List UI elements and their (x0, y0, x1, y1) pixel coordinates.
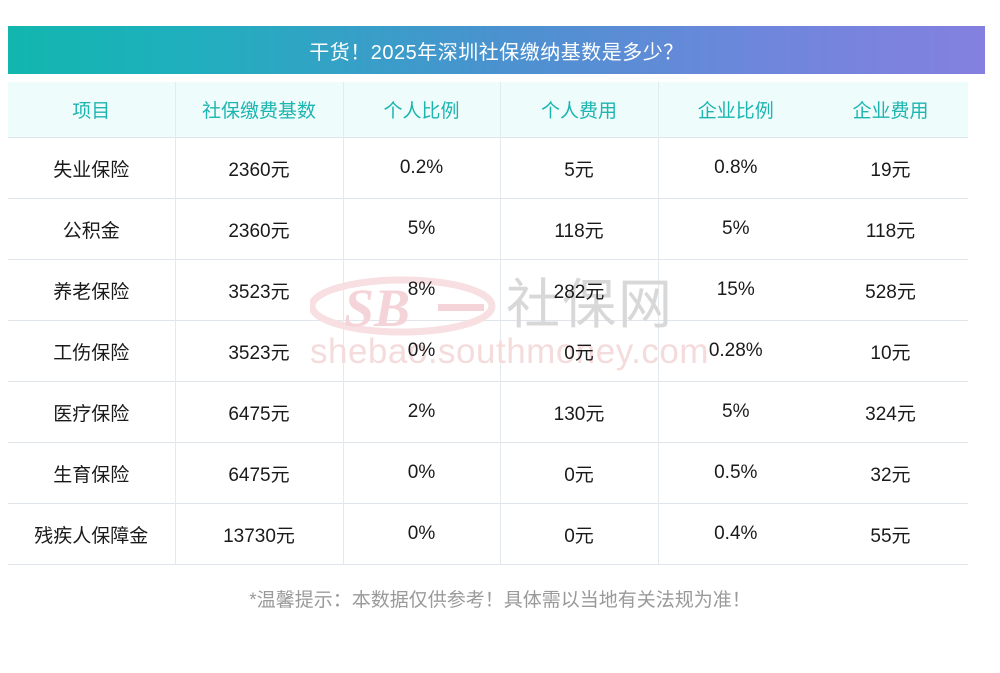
table-row: 残疾人保障金 13730元 0% 0元 0.4% 55元 (8, 503, 968, 565)
cell-company-rate: 15% (658, 259, 813, 321)
cell-base: 2360元 (175, 137, 344, 199)
cell-personal-rate: 5% (343, 198, 501, 260)
table-header: 项目 社保缴费基数 个人比例 个人费用 企业比例 企业费用 (8, 82, 968, 138)
cell-personal-rate: 2% (343, 381, 501, 443)
table-row: 失业保险 2360元 0.2% 5元 0.8% 19元 (8, 137, 968, 199)
social-insurance-table: 项目 社保缴费基数 个人比例 个人费用 企业比例 企业费用 失业保险 2360元… (8, 82, 968, 565)
cell-base: 6475元 (175, 381, 344, 443)
footer-note: *温馨提示：本数据仅供参考！具体需以当地有关法规为准！ (249, 590, 751, 611)
cell-company-fee: 324元 (813, 381, 968, 443)
column-header-personal-rate: 个人比例 (343, 82, 501, 138)
cell-company-rate: 0.28% (658, 320, 813, 382)
cell-personal-rate: 8% (343, 259, 501, 321)
cell-company-fee: 10元 (813, 320, 968, 382)
cell-personal-fee: 0元 (500, 320, 659, 382)
column-header-item: 项目 (8, 82, 176, 138)
cell-company-fee: 118元 (813, 198, 968, 260)
cell-base: 2360元 (175, 198, 344, 260)
cell-item: 残疾人保障金 (8, 503, 176, 565)
cell-item: 工伤保险 (8, 320, 176, 382)
column-header-base: 社保缴费基数 (175, 82, 344, 138)
cell-company-fee: 32元 (813, 442, 968, 504)
cell-personal-rate: 0.2% (343, 137, 501, 199)
table-body: 失业保险 2360元 0.2% 5元 0.8% 19元 公积金 2360元 5%… (8, 137, 968, 565)
cell-personal-rate: 0% (343, 442, 501, 504)
social-insurance-table-wrapper: 项目 社保缴费基数 个人比例 个人费用 企业比例 企业费用 失业保险 2360元… (8, 82, 985, 565)
cell-company-rate: 0.4% (658, 503, 813, 565)
cell-item: 公积金 (8, 198, 176, 260)
cell-item: 养老保险 (8, 259, 176, 321)
cell-company-fee: 55元 (813, 503, 968, 565)
cell-base: 6475元 (175, 442, 344, 504)
cell-company-fee: 528元 (813, 259, 968, 321)
cell-personal-rate: 0% (343, 503, 501, 565)
cell-item: 生育保险 (8, 442, 176, 504)
title-banner: 干货！2025年深圳社保缴纳基数是多少？ (8, 26, 985, 74)
table-header-row: 项目 社保缴费基数 个人比例 个人费用 企业比例 企业费用 (8, 82, 968, 138)
cell-base: 3523元 (175, 320, 344, 382)
cell-base: 3523元 (175, 259, 344, 321)
cell-item: 医疗保险 (8, 381, 176, 443)
table-row: 生育保险 6475元 0% 0元 0.5% 32元 (8, 442, 968, 504)
cell-company-rate: 0.5% (658, 442, 813, 504)
cell-personal-fee: 130元 (500, 381, 659, 443)
cell-personal-fee: 282元 (500, 259, 659, 321)
column-header-company-fee: 企业费用 (813, 82, 968, 138)
cell-company-rate: 0.8% (658, 137, 813, 199)
cell-company-rate: 5% (658, 381, 813, 443)
cell-base: 13730元 (175, 503, 344, 565)
page-title: 干货！2025年深圳社保缴纳基数是多少？ (309, 41, 684, 64)
table-row: 工伤保险 3523元 0% 0元 0.28% 10元 (8, 320, 968, 382)
column-header-personal-fee: 个人费用 (500, 82, 659, 138)
cell-personal-fee: 0元 (500, 442, 659, 504)
table-row: 养老保险 3523元 8% 282元 15% 528元 (8, 259, 968, 321)
cell-item: 失业保险 (8, 137, 176, 199)
table-row: 公积金 2360元 5% 118元 5% 118元 (8, 198, 968, 260)
cell-personal-fee: 0元 (500, 503, 659, 565)
cell-company-fee: 19元 (813, 137, 968, 199)
cell-personal-fee: 5元 (500, 137, 659, 199)
column-header-company-rate: 企业比例 (658, 82, 813, 138)
table-row: 医疗保险 6475元 2% 130元 5% 324元 (8, 381, 968, 443)
cell-personal-fee: 118元 (500, 198, 659, 260)
cell-personal-rate: 0% (343, 320, 501, 382)
cell-company-rate: 5% (658, 198, 813, 260)
